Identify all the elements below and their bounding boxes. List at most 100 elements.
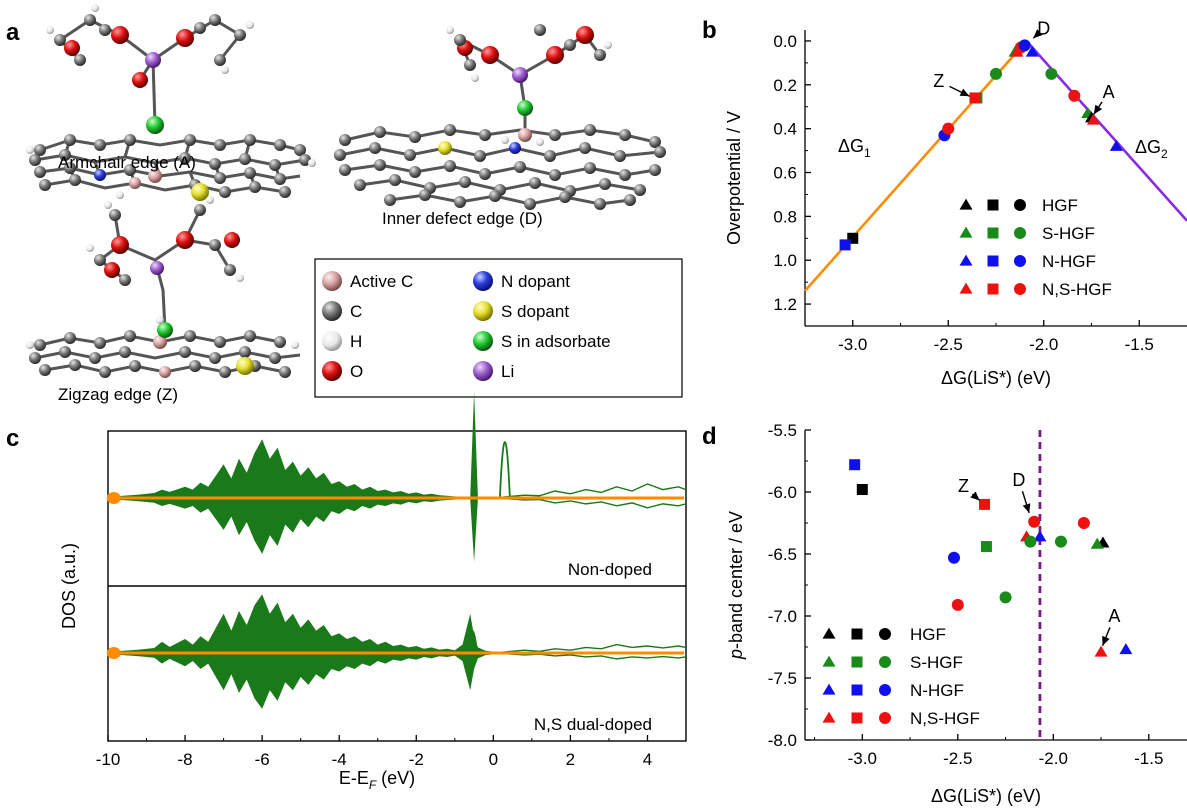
panel-c-x-axis-sub: F (369, 778, 377, 792)
panel-a: a (6, 4, 683, 404)
panel-b-y-tick-label: 1.0 (773, 251, 797, 270)
panel-b-y-tick-label: 0.0 (773, 32, 797, 51)
panel-d-arrow-D (1021, 491, 1031, 514)
panel-d-legend-marker (879, 628, 891, 640)
panel-d-y-tick-label: -6.0 (768, 483, 797, 502)
legend-atom-swatch-7 (473, 361, 493, 381)
panel-b-y-tick-label: 0.2 (773, 76, 797, 95)
legend-atom-swatch-2 (322, 301, 342, 321)
panel-b-legend-marker (987, 199, 999, 211)
legend-atom-label-4: H (350, 332, 362, 351)
panel-c-x-axis-title: E-EF (eV) (339, 768, 415, 792)
panel-d-annotation-A: A (1108, 606, 1120, 626)
panel-d-point-13 (999, 591, 1012, 604)
panel-b-legend-marker (1014, 255, 1026, 267)
panel-b-point-10 (1018, 39, 1031, 52)
panel-b-point-1 (839, 239, 851, 251)
panel-b-legend-marker (959, 226, 973, 238)
legend-atom-label-7: Li (501, 362, 514, 381)
panel-d-y-axis-title: p-band center / eV (726, 511, 746, 660)
panel-b-legend-marker (1014, 283, 1026, 295)
panel-c-tail-down-1 (493, 652, 687, 660)
panel-c-tail-down-0 (493, 497, 687, 509)
panel-b-y-tick-label: 0.6 (773, 164, 797, 183)
panel-d-point-11 (980, 541, 992, 553)
panel-b-label-dg2-sub: 2 (1161, 147, 1168, 161)
panel-d-legend-label: N,S-HGF (910, 709, 980, 728)
panel-d-arrow-Z (970, 491, 981, 502)
inner-defect-atoms (334, 24, 666, 210)
panel-letter-b: b (702, 17, 717, 44)
panel-b-point-12 (1045, 67, 1058, 80)
panel-b-arrow-D-head (1033, 29, 1043, 39)
panel-d-legend-marker (822, 655, 836, 667)
legend-atom-swatch-3 (473, 301, 493, 321)
panel-b-legend-marker (987, 227, 999, 239)
panel-d-legend-marker (851, 684, 863, 696)
panel-c-tail-up-0 (493, 483, 687, 499)
panel-b-label-dg1-sub: 1 (864, 146, 871, 160)
panel-d-point-1 (856, 484, 868, 496)
panel-b-label-dg1: ΔG1 (838, 136, 871, 160)
legend-atom-label-2: C (350, 302, 362, 321)
panel-c-x-tick-label: -2 (409, 750, 424, 769)
legend-atom-swatch-1 (473, 271, 493, 291)
panel-c-tail-up-1 (493, 643, 687, 654)
panel-b-point-0 (847, 232, 859, 244)
panel-b-legend-label: N-HGF (1042, 252, 1096, 271)
panel-b-legend-label: S-HGF (1042, 224, 1095, 243)
panel-d-legend-marker (879, 656, 891, 668)
armchair-edge-molecule (26, 4, 316, 201)
zigzag-atoms (26, 196, 299, 378)
panel-b-legend-marker (1014, 227, 1026, 239)
panel-d-x-tick-label: -2.5 (943, 749, 972, 768)
atom-legend: Active C N dopant C S dopant H S in adsorbate… (314, 258, 683, 398)
panel-d-arrow-D-head (1022, 503, 1031, 513)
panel-d-y-axis-rest: -band center / eV (726, 511, 746, 649)
panel-d-point-10 (1090, 537, 1104, 549)
panel-b-legend-marker (987, 283, 999, 295)
panel-b-point-5 (969, 92, 981, 104)
zigzag-edge-molecule (26, 196, 301, 378)
panel-d-arrow-A (1101, 627, 1111, 647)
panel-b-point-6 (990, 67, 1002, 80)
panel-b-point-17 (1109, 139, 1123, 151)
inner-defect-edge-molecule (334, 24, 666, 210)
legend-atom-swatch-6 (322, 361, 342, 381)
panel-c-spike-0 (498, 441, 511, 499)
panel-b-legend-marker (959, 282, 973, 294)
panel-d-legend-label: HGF (910, 625, 946, 644)
legend-atom-swatch-5 (473, 331, 493, 351)
panel-d-x-tick-label: -2.0 (1039, 749, 1068, 768)
panel-d: d -5.5 -6.0 -6.5 -7.0 -7.5 -8.0 -3.0 -2.5 -2.0 -1… (702, 421, 1187, 806)
panel-c-x-tick-label: 4 (643, 750, 652, 769)
panel-c-x-tick-label: -8 (178, 750, 193, 769)
panel-letter-a: a (6, 19, 20, 46)
panel-d-point-15 (1094, 645, 1108, 657)
legend-atom-swatch-0 (322, 271, 342, 291)
panel-d-point-3 (1028, 515, 1041, 528)
panel-d-x-axis-title: ΔG(LiS*) (eV) (931, 786, 1041, 806)
panel-c-x-tick-label: 0 (489, 750, 498, 769)
panel-d-arrow-Z-head (970, 491, 980, 501)
panel-d-point-14 (951, 598, 964, 611)
panel-b-label-dg2: ΔG2 (1135, 137, 1168, 161)
panel-b-point-11 (1025, 45, 1039, 57)
panel-d-annotation-Z: Z (958, 476, 969, 496)
panel-c-dos-fill-0 (108, 391, 494, 562)
panel-d-y-tick-label: -5.5 (768, 421, 797, 440)
panel-d-legend-label: S-HGF (910, 653, 963, 672)
panel-d-legend-label: N-HGF (910, 681, 964, 700)
panel-c-label-1: N,S dual-doped (534, 715, 652, 734)
legend-atom-label-6: O (350, 362, 363, 381)
panel-letter-c: c (6, 425, 19, 452)
panel-d-annotation-D: D (1012, 470, 1025, 490)
panel-b-x-tick-label: -1.5 (1125, 335, 1154, 354)
panel-c-x-tick-label: 2 (566, 750, 575, 769)
panel-d-y-tick-label: -7.5 (768, 669, 797, 688)
panel-b-legend-marker (959, 254, 973, 266)
panel-b-y-axis-title: Overpotential / V (724, 111, 744, 245)
panel-d-legend-marker (851, 628, 863, 640)
panel-d-point-6 (1033, 530, 1047, 542)
panel-d-legend-marker (851, 712, 863, 724)
